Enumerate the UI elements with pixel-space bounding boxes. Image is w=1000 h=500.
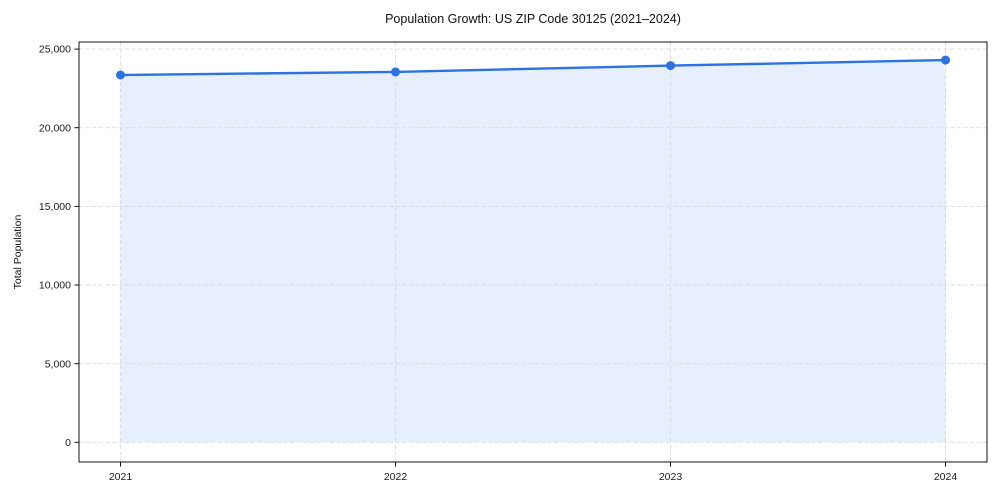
- plot-border: [78, 41, 988, 463]
- area-fill: [120, 60, 946, 443]
- x-tick-label: 2022: [384, 471, 408, 483]
- y-tick-label: 0: [65, 437, 71, 449]
- data-line: [119, 58, 947, 77]
- data-point-marker: [391, 67, 400, 77]
- y-tick-label: 10,000: [39, 280, 71, 292]
- y-tick-label: 5,000: [45, 358, 71, 370]
- y-tick-label: 20,000: [39, 122, 71, 134]
- data-point-marker: [116, 70, 125, 80]
- x-tick-label: 2024: [934, 471, 958, 483]
- data-point-marker: [666, 61, 675, 71]
- data-point-marker: [941, 55, 950, 65]
- y-tick-label: 15,000: [39, 201, 71, 213]
- y-tick-label: 25,000: [39, 44, 71, 56]
- chart-title: Population Growth: US ZIP Code 30125 (20…: [385, 12, 681, 26]
- x-tick-label: 2021: [109, 471, 133, 483]
- x-tick-label: 2023: [659, 471, 683, 483]
